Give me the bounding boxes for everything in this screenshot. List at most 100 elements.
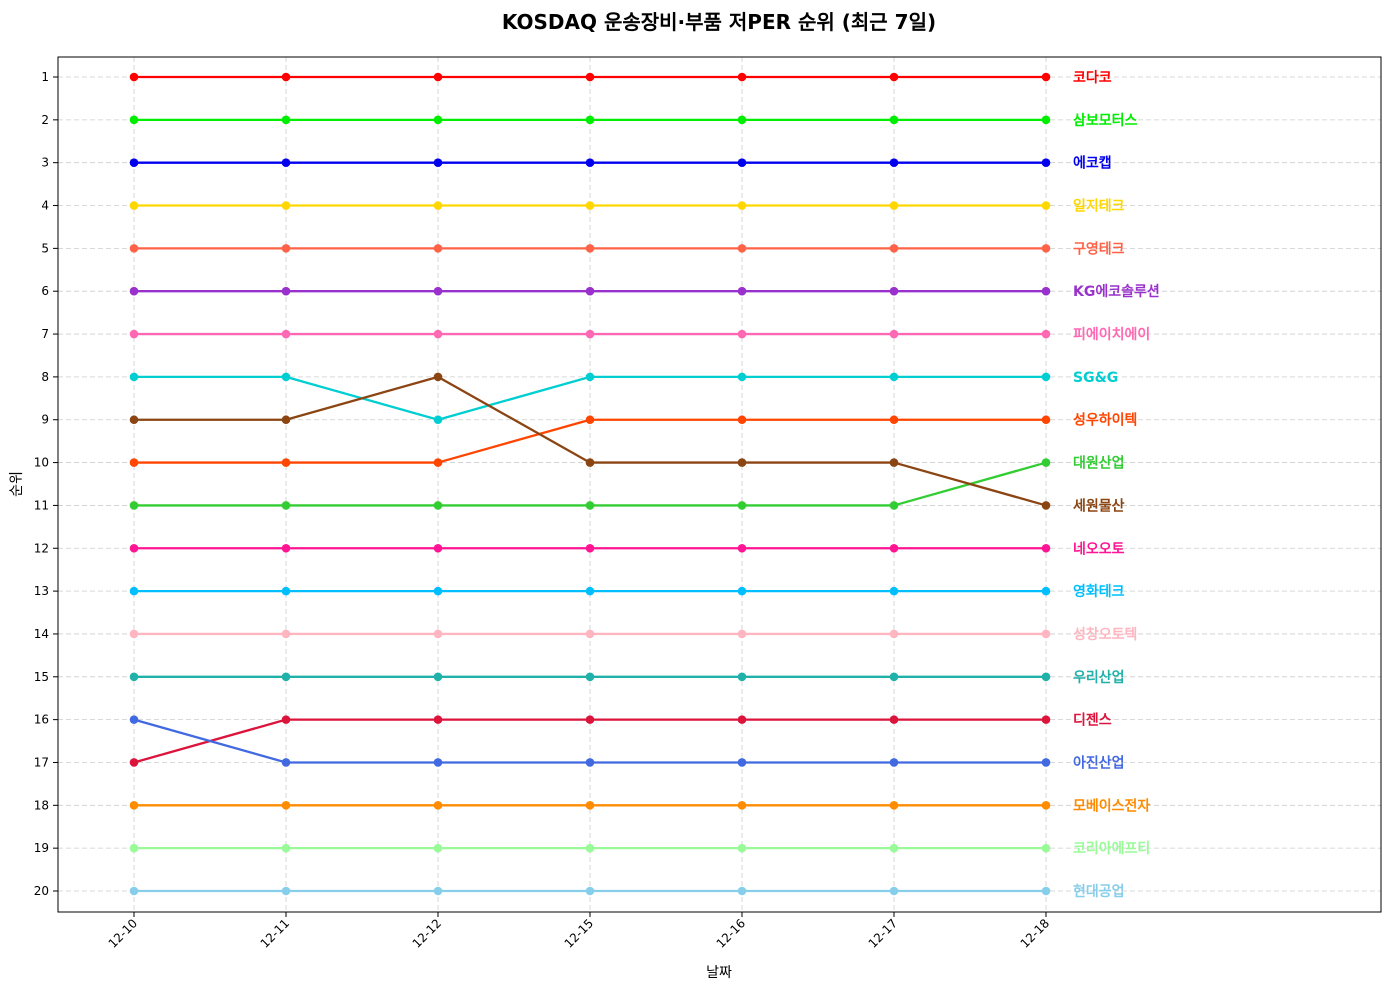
data-point <box>737 329 747 339</box>
data-point <box>889 286 899 296</box>
series-end-label: 피에이치에이 <box>1073 326 1150 343</box>
data-point <box>889 586 899 596</box>
series-end-label: 성우하이텍 <box>1073 412 1137 429</box>
data-point <box>585 715 595 724</box>
data-point <box>585 372 595 382</box>
series-end-label: 성창오토텍 <box>1073 626 1137 643</box>
data-point <box>129 372 139 382</box>
series <box>129 715 1051 767</box>
y-tick-label: 19 <box>34 841 49 855</box>
x-tick-label: 12-18 <box>1018 916 1053 951</box>
data-point <box>1041 372 1051 382</box>
data-point <box>1041 586 1051 596</box>
data-point <box>1041 758 1051 767</box>
y-tick-label: 11 <box>34 498 49 512</box>
data-point <box>281 543 291 553</box>
data-point <box>129 329 139 339</box>
data-point <box>433 244 443 253</box>
data-point <box>737 244 747 253</box>
data-point <box>281 843 291 853</box>
data-point <box>129 629 139 639</box>
data-point <box>281 415 291 425</box>
series-end-label: 코다코 <box>1073 70 1112 86</box>
data-point <box>433 501 443 510</box>
data-point <box>1041 501 1051 510</box>
data-point <box>433 158 443 167</box>
data-point <box>889 372 899 382</box>
data-point <box>585 115 595 125</box>
data-point <box>889 543 899 553</box>
series <box>129 201 1051 210</box>
series-end-label: 아진산업 <box>1073 754 1125 771</box>
data-point <box>281 458 291 467</box>
data-point <box>1041 801 1051 810</box>
data-point <box>585 286 595 296</box>
data-point <box>737 501 747 510</box>
data-point <box>433 329 443 339</box>
data-point <box>281 329 291 339</box>
data-point <box>889 244 899 253</box>
data-point <box>585 158 595 167</box>
y-tick-label: 20 <box>34 884 49 898</box>
series-end-label: SG&G <box>1073 370 1118 386</box>
y-tick-label: 18 <box>34 798 49 812</box>
x-tick-label: 12-16 <box>714 916 749 951</box>
series-end-label: 세원물산 <box>1073 497 1125 514</box>
data-point <box>1041 672 1051 682</box>
y-tick-label: 1 <box>41 70 49 84</box>
data-point <box>889 629 899 639</box>
y-tick-label: 4 <box>41 199 49 213</box>
plot-area-frame <box>57 56 1382 913</box>
y-tick-label: 16 <box>34 713 49 727</box>
series <box>129 672 1051 682</box>
data-point <box>129 801 139 810</box>
data-point <box>889 329 899 339</box>
y-tick-label: 2 <box>41 113 49 127</box>
data-point <box>889 201 899 210</box>
data-point <box>585 672 595 682</box>
data-point <box>585 886 595 896</box>
data-point <box>281 201 291 210</box>
data-point <box>1041 629 1051 639</box>
data-point <box>281 244 291 253</box>
y-tick-label: 10 <box>34 456 49 470</box>
series <box>129 843 1051 853</box>
data-point <box>737 458 747 467</box>
data-point <box>737 115 747 125</box>
data-point <box>737 158 747 167</box>
series <box>129 801 1051 810</box>
data-point <box>129 886 139 896</box>
data-point <box>281 886 291 896</box>
data-point <box>129 758 139 767</box>
data-point <box>889 115 899 125</box>
data-point <box>737 286 747 296</box>
data-point <box>129 586 139 596</box>
data-point <box>737 415 747 425</box>
data-point <box>281 501 291 510</box>
data-point <box>1041 715 1051 724</box>
y-tick-label: 3 <box>41 156 49 170</box>
x-axis-label: 날짜 <box>706 965 732 981</box>
data-point <box>1041 458 1051 467</box>
data-point <box>585 415 595 425</box>
data-point <box>889 501 899 510</box>
data-point <box>281 801 291 810</box>
series <box>129 72 1051 82</box>
series <box>129 629 1051 639</box>
data-point <box>129 458 139 467</box>
data-point <box>1041 72 1051 82</box>
chart-title: KOSDAQ 운송장비·부품 저PER 순위 (최근 7일) <box>502 10 936 34</box>
data-point <box>1041 415 1051 425</box>
series <box>129 372 1051 425</box>
data-point <box>433 543 443 553</box>
x-tick-label: 12-15 <box>562 916 597 951</box>
data-point <box>281 115 291 125</box>
data-point <box>433 801 443 810</box>
data-point <box>433 286 443 296</box>
data-point <box>585 629 595 639</box>
data-point <box>737 801 747 810</box>
data-point <box>737 372 747 382</box>
series-end-label: 우리산업 <box>1073 669 1125 686</box>
series-end-label: 에코캡 <box>1073 155 1112 172</box>
data-point <box>281 672 291 682</box>
